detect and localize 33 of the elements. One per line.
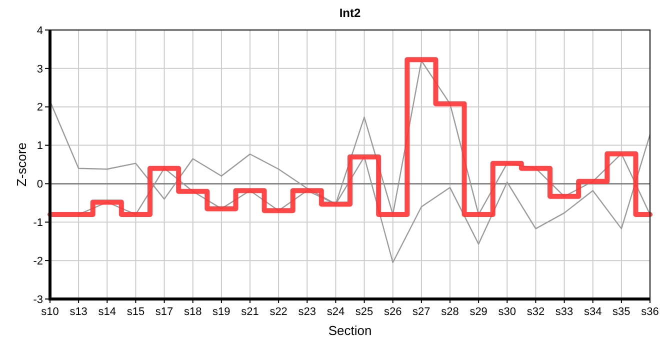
x-tick-label: s36 <box>641 306 659 318</box>
x-tick-label: s26 <box>384 306 402 318</box>
x-tick-label: s34 <box>584 306 602 318</box>
x-tick-label: s28 <box>441 306 459 318</box>
x-tick-label: s27 <box>412 306 430 318</box>
y-tick-label: 2 <box>36 102 43 114</box>
x-tick-label: s30 <box>498 306 516 318</box>
x-tick-label: s25 <box>355 306 374 318</box>
y-tick-label: 4 <box>36 24 43 37</box>
x-tick-label: s33 <box>555 306 574 318</box>
x-tick-label: s29 <box>470 306 488 318</box>
x-tick-label: s17 <box>155 306 174 318</box>
y-tick-label: -2 <box>33 255 43 268</box>
x-tick-label: s22 <box>270 306 288 318</box>
x-tick-label: s21 <box>241 306 259 318</box>
y-axis-title: Z-score <box>14 142 29 187</box>
x-tick-label: s13 <box>70 306 88 318</box>
y-tick-label: -1 <box>33 216 43 229</box>
x-tick-label: s23 <box>298 306 316 318</box>
y-tick-label: -3 <box>33 294 43 306</box>
x-tick-label: s19 <box>212 306 230 318</box>
x-axis-title: Section <box>328 323 372 338</box>
x-tick-label: s18 <box>184 306 202 318</box>
x-tick-label: s32 <box>526 306 545 318</box>
chart-title: Int2 <box>339 6 361 20</box>
x-tick-label: s24 <box>326 306 345 318</box>
x-tick-label: s10 <box>41 306 59 318</box>
x-tick-label: s35 <box>612 306 630 318</box>
x-tick-label: s14 <box>98 306 116 318</box>
y-tick-label: 3 <box>36 63 43 76</box>
y-tick-label: 0 <box>36 178 43 191</box>
x-tick-label: s15 <box>126 306 145 318</box>
y-tick-label: 1 <box>36 140 43 152</box>
